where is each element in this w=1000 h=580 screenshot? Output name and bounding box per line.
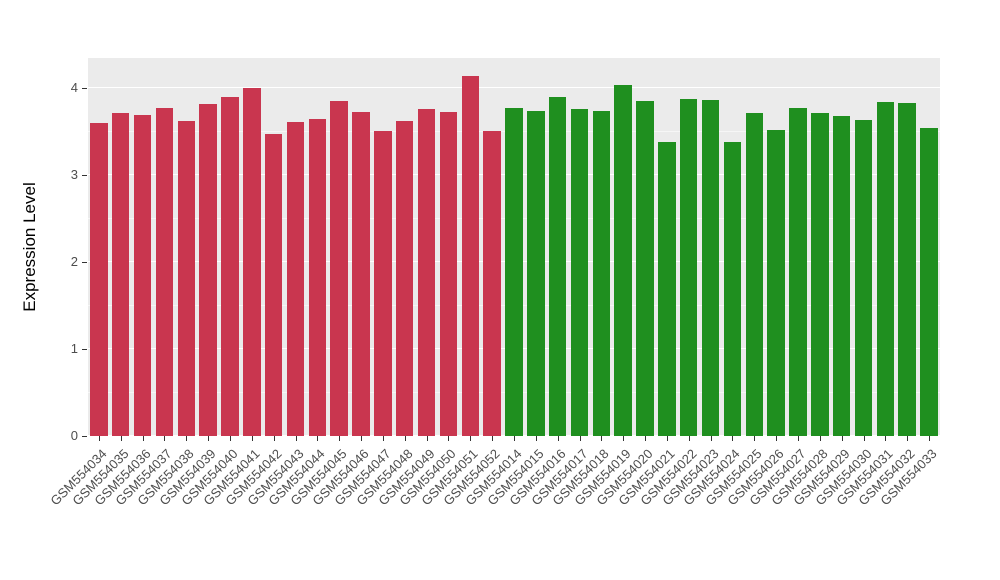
y-tick-label: 1: [70, 341, 78, 357]
bar: [832, 116, 851, 436]
x-tick-mark: [295, 436, 297, 441]
bar: [701, 99, 720, 436]
x-tick-mark: [120, 436, 122, 441]
bar: [680, 98, 698, 436]
bar: [505, 107, 523, 436]
x-tick-mark: [535, 436, 537, 441]
x-tick-mark: [339, 436, 341, 441]
y-tick-mark: [82, 88, 87, 90]
x-tick-mark: [601, 436, 603, 441]
bar: [898, 103, 916, 436]
y-tick-label: 0: [70, 428, 78, 443]
bar: [548, 97, 567, 436]
bar: [112, 112, 130, 436]
bar: [90, 123, 108, 436]
x-tick-mark: [710, 436, 712, 441]
y-tick-mark: [82, 436, 87, 437]
bar: [614, 84, 632, 436]
bar: [243, 88, 261, 436]
x-tick-mark: [623, 436, 625, 441]
bar: [199, 104, 217, 436]
x-tick-mark: [273, 436, 275, 441]
bar: [920, 128, 938, 436]
y-tick-mark: [82, 175, 87, 177]
bar: [396, 120, 414, 436]
bar: [723, 142, 742, 436]
bar: [527, 111, 545, 436]
bar: [854, 119, 873, 436]
y-tick-label: 3: [70, 167, 78, 183]
x-tick-mark: [732, 436, 734, 441]
x-tick-mark: [798, 436, 799, 441]
bar: [876, 102, 895, 436]
x-tick-mark: [142, 436, 144, 441]
y-tick-label: 2: [70, 254, 78, 270]
bar: [461, 76, 480, 436]
x-tick-mark: [666, 436, 668, 441]
bar: [374, 131, 392, 436]
bar: [789, 107, 807, 436]
bar: [767, 130, 785, 436]
bar: [811, 112, 829, 436]
bar: [483, 131, 501, 436]
x-tick-mark: [426, 436, 428, 441]
x-tick-mark: [819, 436, 821, 441]
x-tick-mark: [251, 436, 253, 441]
bar: [330, 101, 348, 436]
x-tick-mark: [885, 436, 887, 441]
x-tick-mark: [317, 436, 319, 441]
bar: [133, 115, 152, 436]
x-tick-mark: [579, 436, 581, 441]
bar: [439, 111, 458, 436]
x-tick-mark: [776, 436, 778, 441]
bar: [177, 121, 196, 436]
x-tick-mark: [514, 436, 515, 441]
x-tick-mark: [404, 436, 406, 441]
bar: [592, 111, 611, 436]
x-tick-mark: [164, 436, 166, 441]
x-tick-mark: [448, 436, 450, 441]
gridline-major: [88, 86, 940, 89]
x-tick-mark: [470, 436, 472, 441]
y-tick-label: 4: [70, 80, 78, 96]
bar: [636, 100, 654, 436]
x-tick-mark: [907, 436, 909, 441]
x-tick-mark: [186, 436, 188, 441]
bar: [745, 112, 764, 436]
x-tick-mark: [230, 436, 231, 441]
bar: [264, 134, 283, 436]
bar: [658, 142, 676, 436]
plot-panel: [88, 58, 940, 436]
x-tick-mark: [754, 436, 756, 441]
x-tick-mark: [361, 436, 363, 441]
x-tick-mark: [841, 436, 843, 441]
bar: [570, 109, 589, 436]
bar: [352, 111, 370, 436]
y-tick-mark: [82, 349, 87, 351]
x-tick-mark: [645, 436, 647, 441]
x-tick-mark: [208, 436, 210, 441]
bar: [417, 109, 436, 436]
bar: [221, 97, 239, 436]
y-axis-title: Expression Level: [20, 182, 39, 312]
x-tick-mark: [557, 436, 559, 441]
bar: [155, 108, 174, 436]
bar: [286, 122, 305, 436]
x-tick-mark: [382, 436, 384, 441]
x-tick-mark: [492, 436, 494, 441]
x-tick-mark: [929, 436, 931, 441]
bar: [308, 118, 327, 436]
x-tick-mark: [98, 436, 100, 441]
x-tick-mark: [863, 436, 865, 441]
y-tick-mark: [82, 262, 87, 264]
x-tick-mark: [688, 436, 690, 441]
